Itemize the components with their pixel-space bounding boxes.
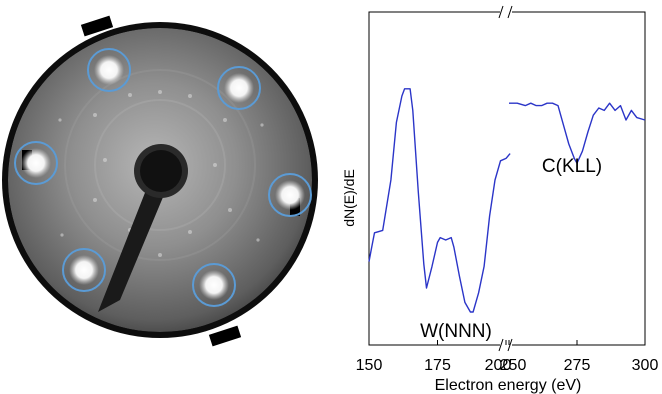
spot-highlight-circle xyxy=(192,263,236,307)
x-tick-label: 175 xyxy=(424,357,451,374)
diffraction-spot xyxy=(224,73,254,103)
spot-highlights xyxy=(14,48,312,307)
spot-highlight-circle xyxy=(62,248,106,292)
diffraction-spots xyxy=(21,55,305,300)
spot-highlight-circle xyxy=(14,141,58,185)
plot-frame xyxy=(368,11,646,346)
axis-break-mark xyxy=(507,5,513,19)
series-layer xyxy=(368,88,646,313)
diffraction-spot xyxy=(94,55,124,85)
spot-highlight-circle xyxy=(217,66,261,110)
axis-break-mark xyxy=(507,338,513,352)
diffraction-spot xyxy=(21,148,51,178)
x-tick-label: 300 xyxy=(632,357,659,374)
spectrum-series-line xyxy=(509,102,646,164)
annotation-c-kll: C(KLL) xyxy=(542,156,602,177)
axis-break-mark xyxy=(498,338,504,352)
spot-highlight-circle xyxy=(268,173,312,217)
x-tick-label: 200 xyxy=(485,357,512,374)
x-axis-label: Electron energy (eV) xyxy=(435,377,582,394)
spot-highlight-circle xyxy=(87,48,131,92)
diffraction-spot xyxy=(69,255,99,285)
diffraction-spot xyxy=(199,270,229,300)
axis-break-gap-top xyxy=(500,7,512,17)
diffraction-spot xyxy=(275,180,305,210)
x-tick-label: 275 xyxy=(564,357,591,374)
annotation-w-nnn: W(NNN) xyxy=(420,321,492,342)
electron-gun-arm xyxy=(98,180,166,312)
x-tick-label: 150 xyxy=(356,357,383,374)
spectrum-series-line xyxy=(368,88,511,313)
x-tick-label: 250 xyxy=(500,357,527,374)
leed-pattern-image xyxy=(2,15,318,347)
y-axis-label: dN(E)/dE xyxy=(341,169,357,227)
axis-break-mark xyxy=(498,5,504,19)
